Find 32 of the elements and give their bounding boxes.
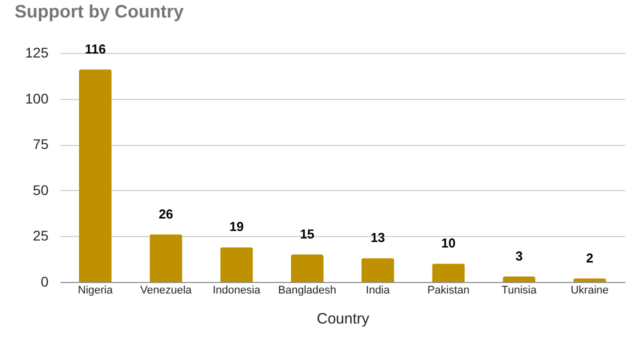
bar (290, 254, 324, 282)
y-tick-label: 75 (32, 136, 49, 152)
bar (361, 258, 394, 282)
x-tick-label: Pakistan (427, 284, 470, 296)
data-label: 2 (586, 250, 594, 266)
y-tick-label: 50 (32, 182, 49, 198)
data-label: 116 (84, 41, 106, 56)
y-tick-label: 25 (32, 228, 49, 244)
data-label: 15 (300, 226, 314, 242)
bar (220, 247, 253, 282)
bar (502, 276, 536, 282)
bar (573, 278, 606, 282)
data-label: 26 (158, 206, 174, 222)
y-tick-label: 0 (40, 274, 49, 290)
x-tick-label: Bangladesh (278, 284, 336, 296)
data-label: 19 (229, 219, 244, 234)
x-axis-title: Country (316, 310, 370, 328)
data-label: 13 (370, 230, 386, 246)
bar (78, 69, 112, 282)
data-label: 3 (515, 248, 523, 264)
x-tick-label: India (366, 284, 391, 296)
x-tick-label: Indonesia (212, 284, 262, 296)
x-tick-label: Nigeria (78, 284, 114, 296)
chart-title: Support by Country (14, 1, 184, 22)
x-tick-label: Tunisia (502, 284, 538, 296)
y-tick-label: 100 (25, 90, 49, 106)
bar (432, 264, 465, 282)
x-tick-label: Ukraine (570, 284, 609, 296)
x-tick-label: Venezuela (140, 284, 193, 296)
bar (150, 234, 182, 282)
y-tick-label: 125 (25, 44, 49, 60)
data-label: 10 (441, 236, 456, 251)
